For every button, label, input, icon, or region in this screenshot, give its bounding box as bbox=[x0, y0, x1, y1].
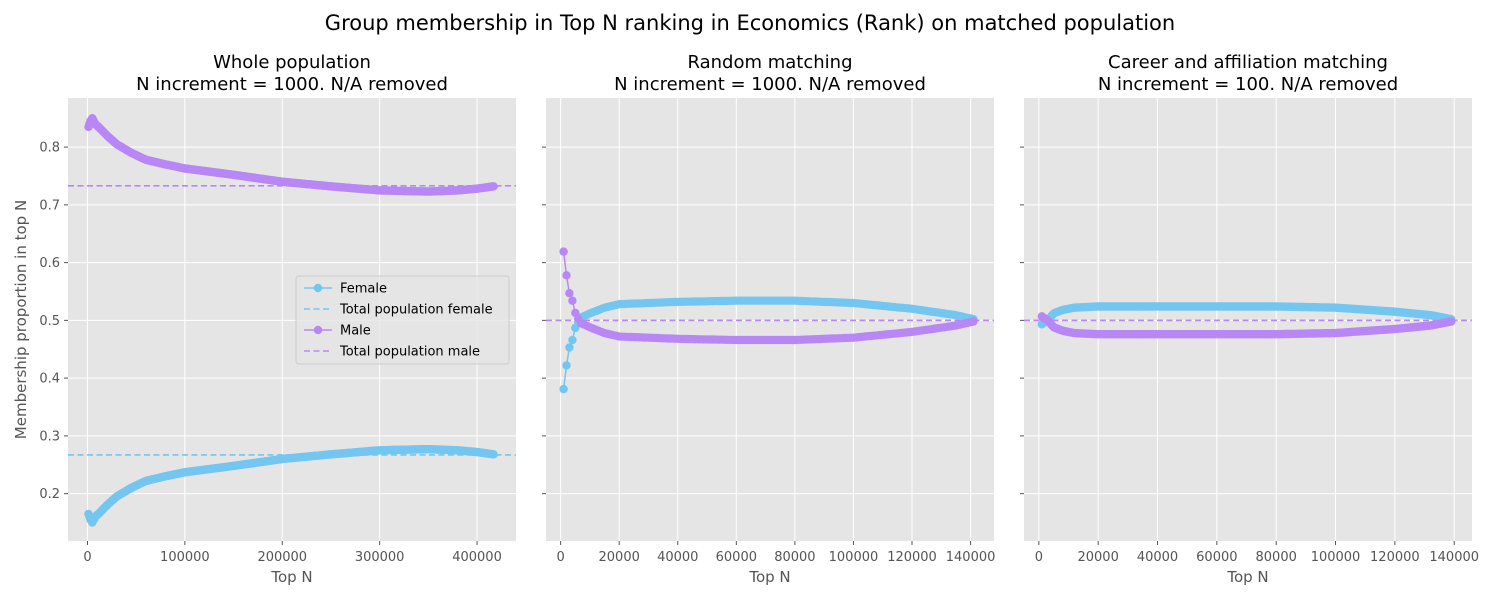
x-tick-label: 400000 bbox=[452, 550, 502, 565]
data-layer bbox=[68, 114, 516, 527]
x-tick-label: 120000 bbox=[887, 550, 937, 565]
x-axis-label: Top N bbox=[270, 568, 312, 586]
legend-box bbox=[295, 275, 510, 365]
x-tick-label: 60000 bbox=[716, 550, 757, 565]
series-markers-female bbox=[84, 445, 498, 527]
data-layer bbox=[1024, 302, 1472, 339]
data-point-female bbox=[562, 361, 571, 370]
x-tick-label: 100000 bbox=[1311, 550, 1361, 565]
x-tick-label: 20000 bbox=[599, 550, 640, 565]
y-tick-label: 0.2 bbox=[39, 487, 60, 502]
data-point-female bbox=[489, 450, 498, 459]
panel-subtitle: N increment = 1000. N/A removed bbox=[136, 74, 448, 95]
series-markers-male bbox=[1037, 312, 1456, 339]
y-tick-label: 0.5 bbox=[39, 314, 60, 329]
panel-title: Career and affiliation matching bbox=[1108, 52, 1388, 73]
legend-label: Male bbox=[340, 324, 371, 339]
data-layer bbox=[546, 247, 994, 394]
x-tick-label: 0 bbox=[556, 550, 564, 565]
data-point-male bbox=[559, 247, 568, 256]
panel-3: 0 20000 40000 60000 80000 100000 120000 140000 C… bbox=[1020, 52, 1479, 586]
legend-swatch-marker bbox=[313, 283, 323, 293]
y-tick-label: 0.3 bbox=[39, 429, 60, 444]
y-axis-label: Membership proportion in top N bbox=[12, 200, 30, 439]
panel-subtitle: N increment = 100. N/A removed bbox=[1098, 74, 1398, 95]
plot-background bbox=[546, 98, 994, 541]
x-tick-label: 100000 bbox=[160, 550, 210, 565]
data-point-male bbox=[565, 289, 574, 298]
legend-label: Total population female bbox=[339, 303, 493, 318]
data-point-male bbox=[568, 296, 577, 305]
data-point-female bbox=[559, 384, 568, 394]
y-tick-label: 0.7 bbox=[39, 198, 60, 213]
series-markers-female bbox=[559, 296, 978, 394]
x-tick-label: 0 bbox=[83, 550, 91, 565]
x-tick-label: 40000 bbox=[1137, 550, 1178, 565]
data-point-male bbox=[489, 182, 498, 191]
x-tick-label: 0 bbox=[1035, 550, 1043, 565]
x-tick-label: 100000 bbox=[829, 550, 879, 565]
y-tick-label: 0.4 bbox=[39, 372, 60, 387]
y-tick-label: 0.6 bbox=[39, 256, 60, 271]
x-tick-label: 20000 bbox=[1077, 550, 1118, 565]
legend-label: Total population male bbox=[339, 345, 480, 360]
x-axis-label: Top N bbox=[748, 568, 790, 586]
data-point-female bbox=[568, 335, 577, 345]
x-tick-label: 300000 bbox=[355, 550, 405, 565]
series-markers-male bbox=[559, 247, 978, 345]
x-tick-label: 200000 bbox=[257, 550, 307, 565]
data-point-male bbox=[969, 317, 978, 326]
x-tick-label: 80000 bbox=[1256, 550, 1297, 565]
panel-2: 0 20000 40000 60000 80000 100000 120000 140000 R… bbox=[542, 52, 995, 586]
panel-subtitle: N increment = 1000. N/A removed bbox=[614, 74, 926, 95]
plot-background bbox=[1024, 98, 1472, 541]
x-tick-label: 140000 bbox=[1429, 550, 1479, 565]
legend: Female Total population female Male Total p… bbox=[295, 275, 510, 365]
x-tick-label: 60000 bbox=[1196, 550, 1237, 565]
y-tick-label: 0.8 bbox=[39, 141, 60, 156]
legend-label: Female bbox=[340, 282, 387, 297]
panel-title: Random matching bbox=[687, 52, 852, 73]
x-axis-label: Top N bbox=[1226, 568, 1268, 586]
x-tick-label: 120000 bbox=[1370, 550, 1420, 565]
series-markers-female bbox=[1037, 302, 1456, 329]
series-markers-male bbox=[84, 114, 498, 196]
figure-suptitle: Group membership in Top N ranking in Eco… bbox=[325, 11, 1175, 35]
legend-swatch-marker bbox=[313, 325, 323, 335]
panel-title: Whole population bbox=[213, 52, 371, 73]
x-tick-label: 40000 bbox=[657, 550, 698, 565]
data-point-male bbox=[562, 271, 571, 280]
data-point-male bbox=[1447, 317, 1456, 326]
x-tick-label: 140000 bbox=[946, 550, 996, 565]
x-tick-label: 80000 bbox=[774, 550, 815, 565]
data-point-female bbox=[565, 343, 574, 352]
